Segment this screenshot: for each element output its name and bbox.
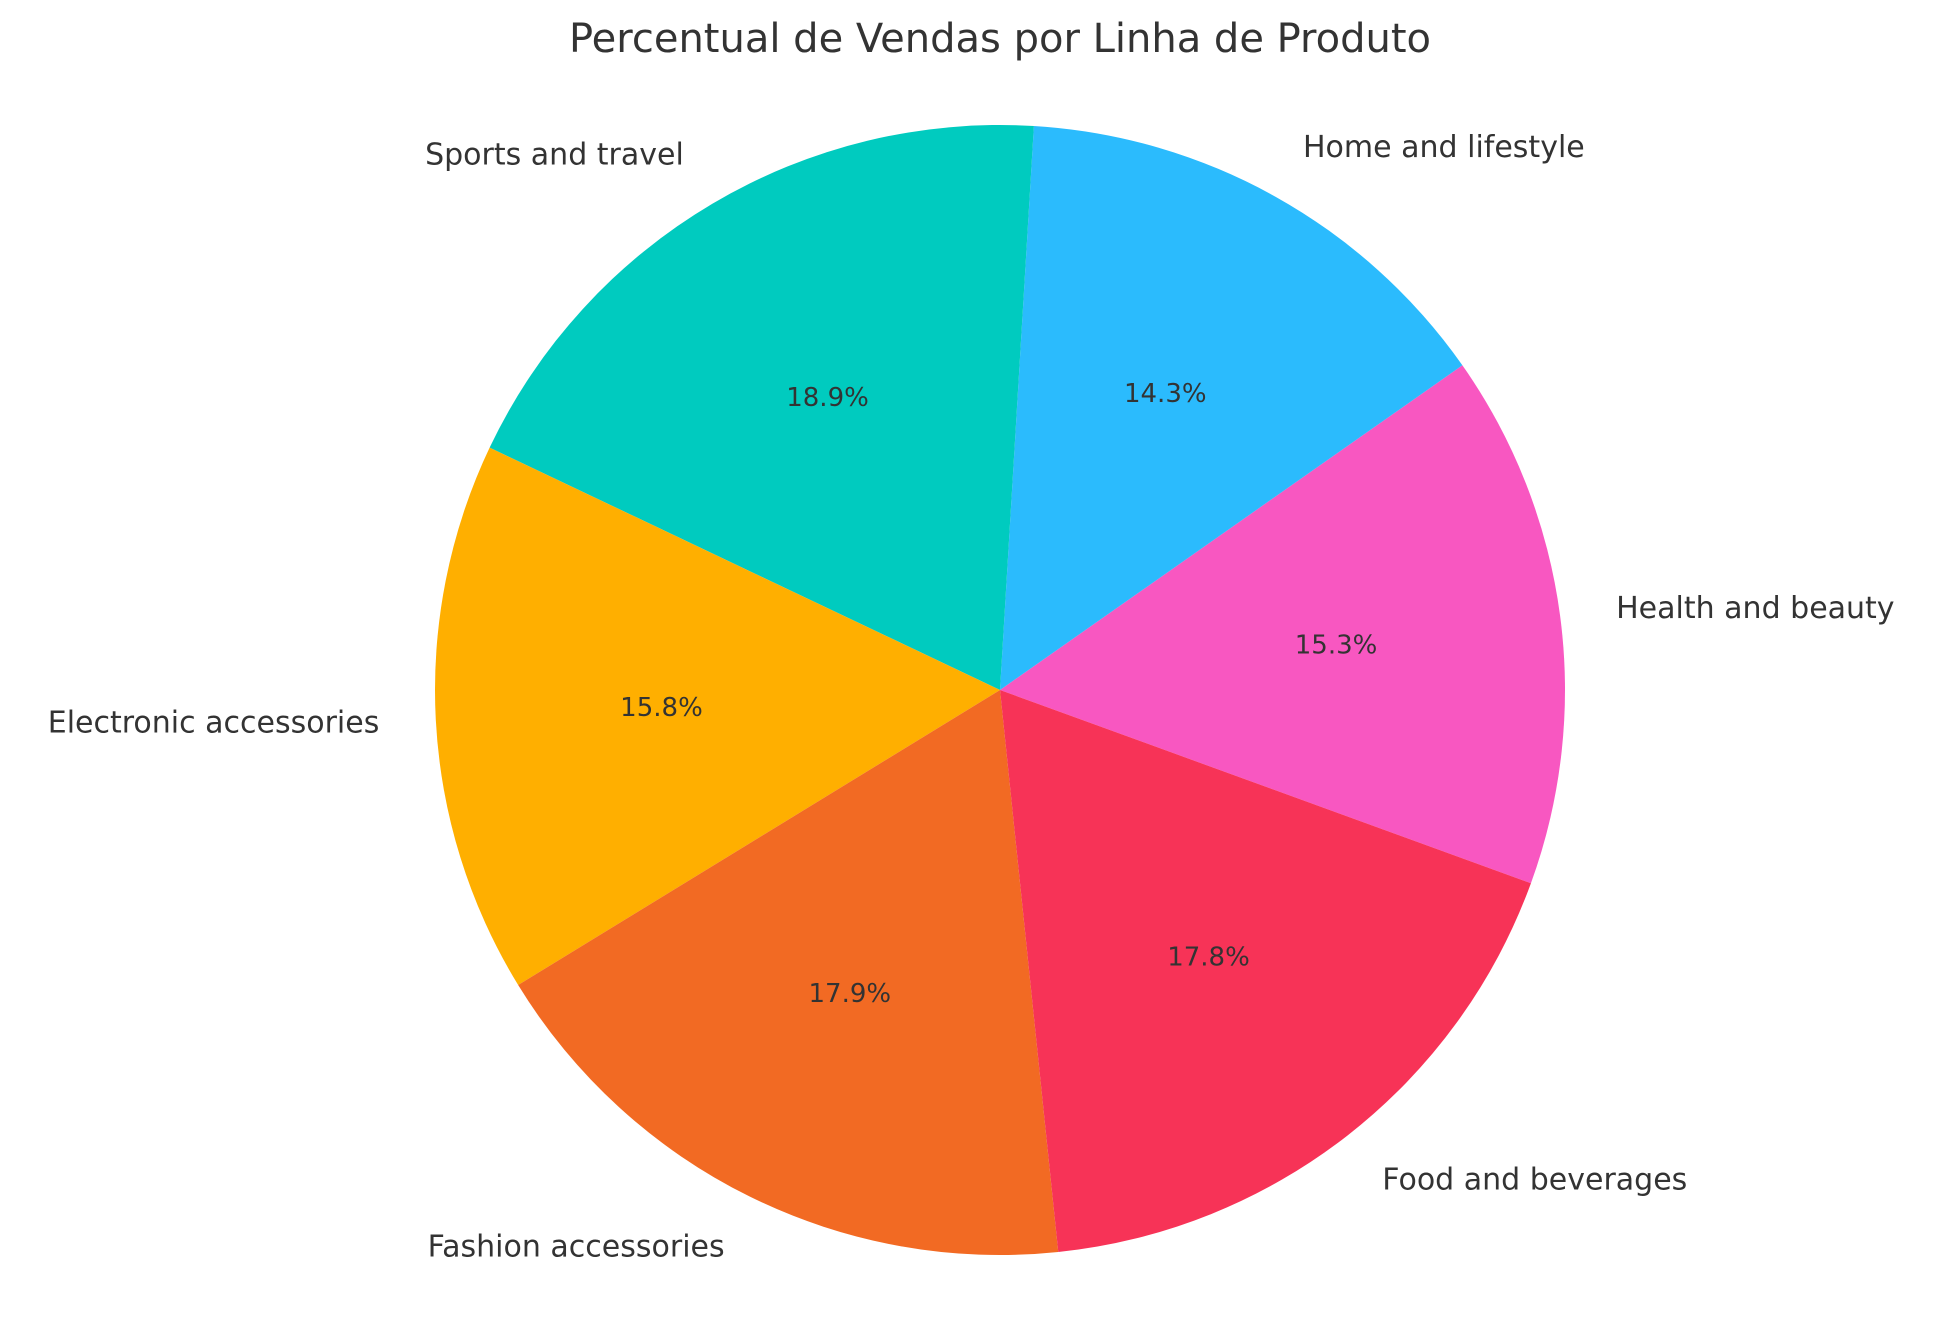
slice-label-fashion-accessories: Fashion accessories: [428, 1230, 725, 1265]
pie-slice-sports-and-travel: [489, 125, 1034, 691]
pie-slice-health-and-beauty: [1000, 365, 1565, 884]
pct-label-sports-and-travel: 18.9%: [786, 383, 869, 413]
percentage-labels: 15.3% 14.3% 18.9% 15.8% 17.9% 17.8%: [620, 379, 1377, 1009]
slice-label-food-and-beverages: Food and beverages: [1382, 1163, 1687, 1198]
pct-label-fashion-accessories: 17.9%: [808, 979, 891, 1009]
chart-title: Percentual de Vendas por Linha de Produt…: [569, 16, 1431, 62]
pct-label-health-and-beauty: 15.3%: [1295, 631, 1378, 661]
pie-slice-food-and-beverages: [1000, 690, 1531, 1252]
category-labels: Health and beauty Home and lifestyle Sport…: [48, 130, 1895, 1265]
slice-label-home-and-lifestyle: Home and lifestyle: [1303, 130, 1585, 165]
slice-label-electronic-accessories: Electronic accessories: [48, 705, 380, 740]
pie-slice-fashion-accessories: [518, 690, 1059, 1255]
slice-label-health-and-beauty: Health and beauty: [1616, 591, 1894, 626]
pct-label-home-and-lifestyle: 14.3%: [1124, 379, 1207, 409]
slice-label-sports-and-travel: Sports and travel: [425, 137, 684, 172]
pie-slice-electronic-accessories: [435, 447, 1000, 986]
pct-label-food-and-beverages: 17.8%: [1167, 942, 1250, 972]
pie-slices: [435, 125, 1565, 1255]
pct-label-electronic-accessories: 15.8%: [620, 693, 703, 723]
pie-slice-home-and-lifestyle: [1000, 126, 1463, 691]
